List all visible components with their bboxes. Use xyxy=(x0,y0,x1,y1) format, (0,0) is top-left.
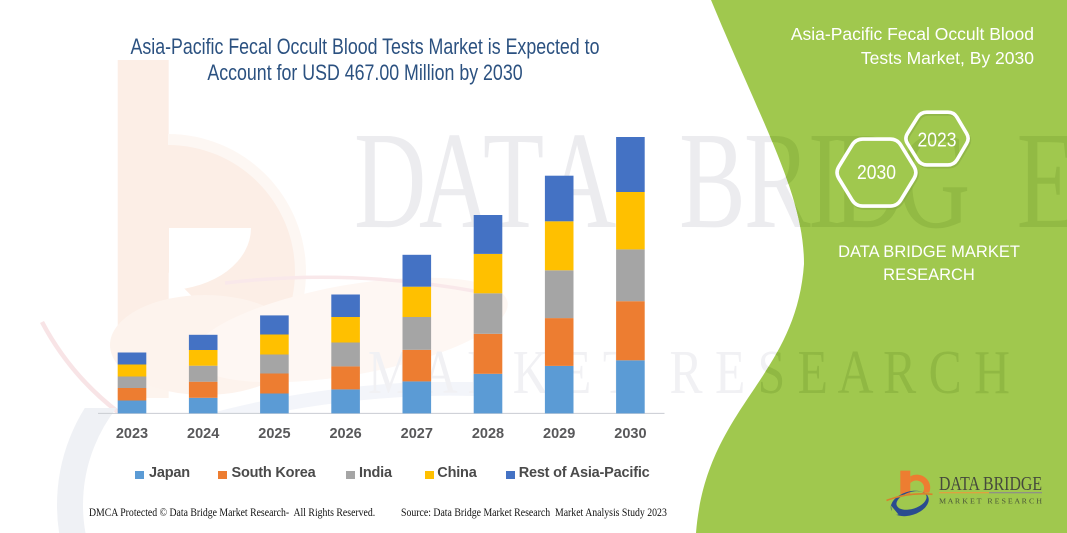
svg-text:M A R K E T R E S E A R C H: M A R K E T R E S E A R C H xyxy=(939,498,1042,506)
svg-text:2030: 2030 xyxy=(857,162,896,185)
svg-text:DATA BRIDGE: DATA BRIDGE xyxy=(939,473,1042,495)
svg-text:2023: 2023 xyxy=(918,129,957,152)
